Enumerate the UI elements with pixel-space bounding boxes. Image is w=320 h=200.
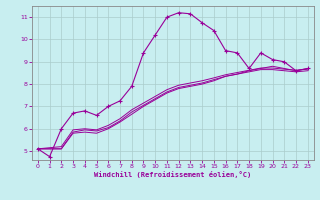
- X-axis label: Windchill (Refroidissement éolien,°C): Windchill (Refroidissement éolien,°C): [94, 171, 252, 178]
